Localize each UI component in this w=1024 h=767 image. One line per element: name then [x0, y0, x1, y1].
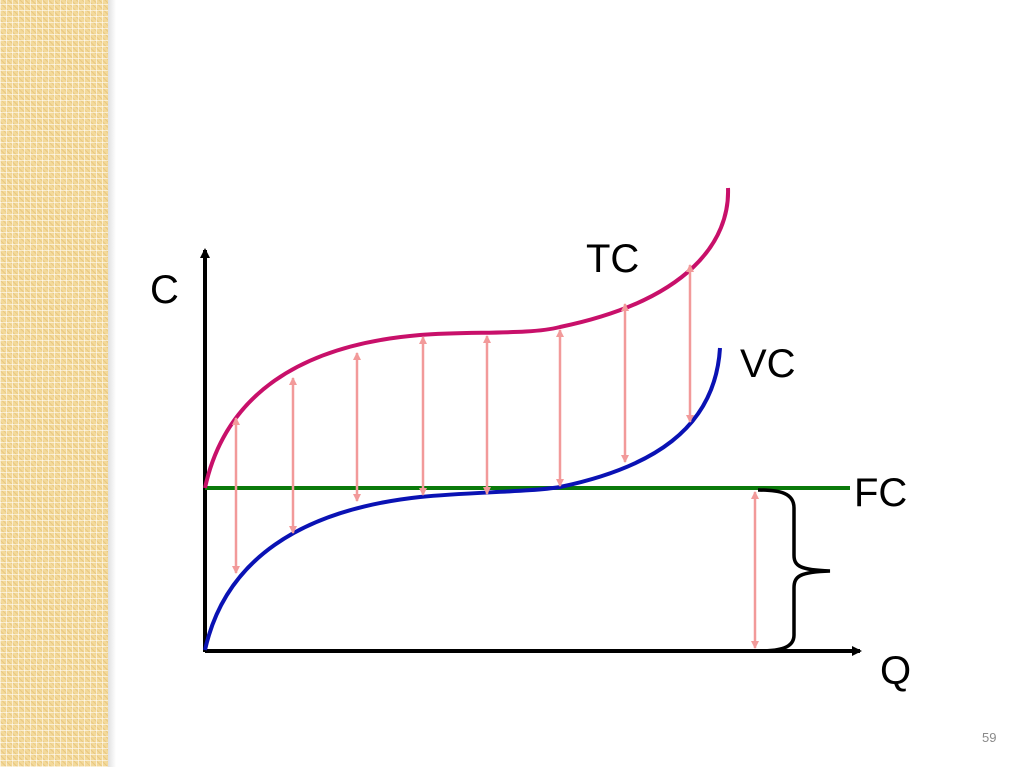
fc-difference-arrows: [232, 264, 759, 649]
vc-label: VC: [740, 342, 796, 386]
tc-curve: [203, 187, 731, 489]
c-axis-label: C: [150, 268, 179, 312]
tc-label: TC: [586, 237, 639, 281]
decorative-side-strip: [0, 0, 108, 767]
fc-label: FC: [854, 471, 907, 515]
vc-curve: [203, 347, 722, 651]
q-axis-label: Q: [880, 649, 911, 693]
page-number: 59: [982, 730, 997, 745]
side-strip-shadow: [108, 0, 116, 767]
fc-brace: [757, 488, 831, 653]
